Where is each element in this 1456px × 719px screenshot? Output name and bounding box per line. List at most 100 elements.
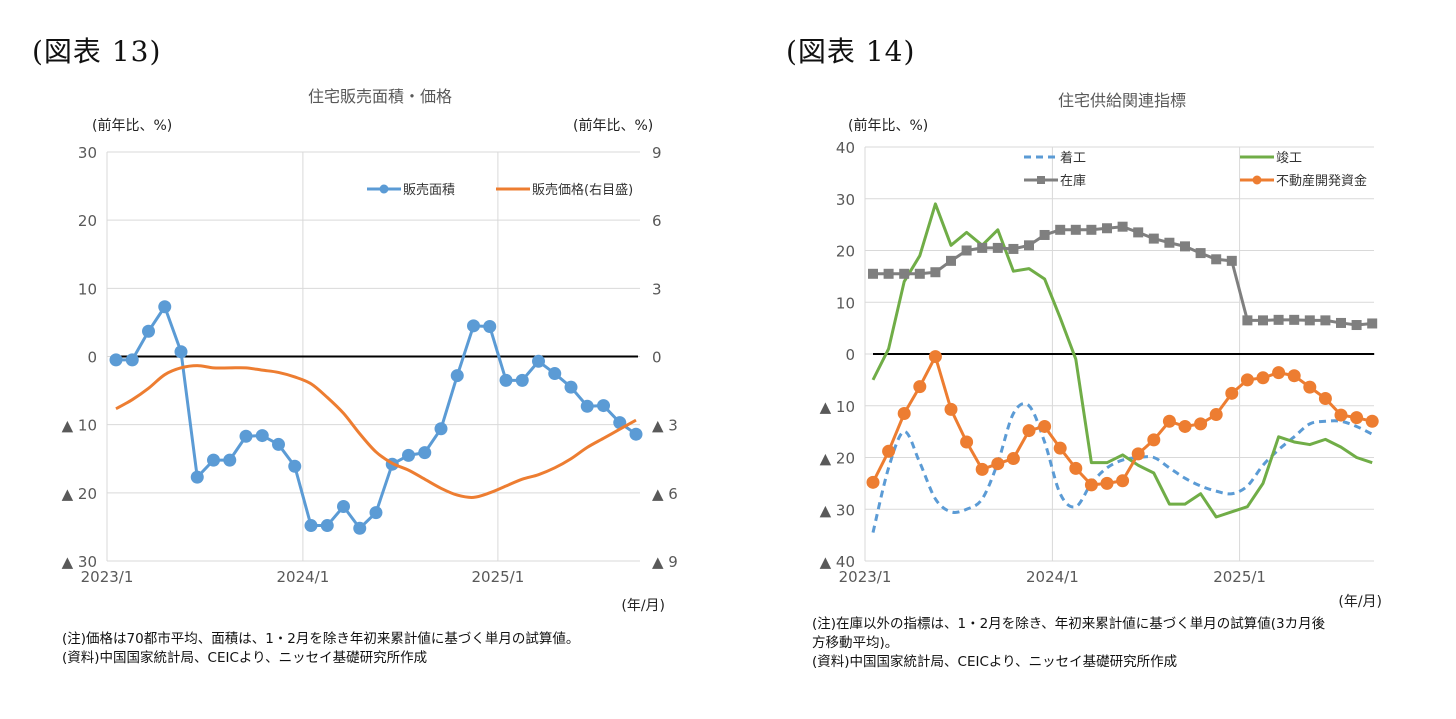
note-line: 方移動平均)。: [812, 635, 899, 651]
y-tick-label-right: 0: [652, 349, 662, 367]
y-tick-label-right: 9: [652, 144, 662, 162]
data-point: [1102, 223, 1112, 234]
data-point: [1367, 318, 1378, 329]
x-tick-label: 2024/1: [1026, 568, 1079, 586]
data-point: [1180, 241, 1190, 252]
data-point: [304, 519, 318, 533]
data-point: [1024, 240, 1034, 251]
y-tick-label: 20: [836, 243, 855, 261]
y-tick-label: ▲ 40: [820, 553, 855, 571]
data-point: [1086, 224, 1097, 235]
y-tick-label-right: 3: [652, 280, 662, 298]
y-tick-label-right: ▲ 6: [652, 485, 678, 503]
data-point: [223, 453, 237, 467]
data-point: [1287, 369, 1301, 383]
data-point: [960, 435, 974, 449]
data-point: [402, 448, 415, 462]
y-tick-label: ▲ 30: [820, 501, 855, 519]
data-point: [190, 470, 204, 484]
y-tick-label: ▲ 10: [820, 398, 855, 416]
data-point: [499, 373, 513, 387]
data-point: [1365, 414, 1379, 428]
x-axis-unit-label: (年/月): [1338, 594, 1382, 610]
data-point: [597, 399, 610, 413]
data-point: [239, 429, 253, 443]
figure-14-label: (図表 14): [786, 35, 916, 68]
data-point: [1273, 314, 1284, 325]
data-point: [1055, 224, 1066, 235]
data-point: [883, 268, 894, 279]
data-point: [1006, 452, 1020, 466]
data-point: [1022, 424, 1036, 438]
data-point: [928, 350, 942, 364]
data-point: [1194, 417, 1208, 431]
data-point: [564, 380, 578, 394]
series-line-1: [871, 402, 1373, 533]
data-point: [580, 399, 594, 413]
y-tick-label-right: 6: [652, 212, 662, 230]
x-tick-label: 2025/1: [471, 568, 524, 586]
data-point: [1240, 373, 1254, 387]
data-point: [1350, 411, 1364, 425]
data-point: [1147, 433, 1161, 447]
data-point: [1256, 371, 1270, 385]
data-point: [1334, 408, 1348, 422]
data-point: [1209, 408, 1223, 422]
x-tick-label: 2023/1: [839, 568, 892, 586]
data-point: [946, 255, 956, 266]
data-point: [1272, 366, 1286, 380]
data-point: [255, 429, 269, 443]
data-point: [125, 353, 139, 367]
data-point: [1069, 461, 1083, 475]
note-line: (注)在庫以外の指標は、1・2月を除き、年初来累計値に基づく単月の試算値(3カ月…: [812, 616, 1326, 632]
data-point: [977, 242, 988, 253]
y-axis-unit-label: (前年比、%): [92, 117, 172, 134]
data-point: [174, 345, 188, 359]
data-point: [548, 367, 562, 381]
data-point: [467, 319, 480, 333]
data-point: [1320, 315, 1331, 326]
data-point: [975, 462, 989, 476]
y-tick-label: 20: [78, 212, 97, 230]
x-tick-label: 2025/1: [1213, 568, 1266, 586]
y-tick-label: ▲ 10: [62, 417, 97, 435]
legend-label: 在庫: [1060, 174, 1086, 189]
data-point: [532, 354, 545, 368]
data-point: [1100, 476, 1114, 490]
y-tick-label: 40: [836, 139, 855, 157]
y-tick-label: ▲ 20: [62, 485, 97, 503]
x-tick-label: 2024/1: [276, 568, 329, 586]
legend-label: 竣工: [1276, 151, 1302, 166]
data-point: [944, 402, 958, 416]
data-point: [913, 380, 927, 394]
y-tick-label-right: ▲ 9: [652, 553, 678, 571]
data-point: [1116, 474, 1130, 488]
x-tick-label: 2023/1: [81, 568, 134, 586]
data-point: [899, 268, 910, 279]
legend-label: 販売面積: [403, 182, 455, 198]
data-point: [1304, 315, 1315, 326]
y-tick-label: 10: [78, 280, 97, 298]
data-point: [369, 506, 383, 520]
y-tick-label-right: ▲ 3: [652, 417, 678, 435]
legend-marker: [1252, 175, 1262, 185]
chart2-notes: (注)在庫以外の指標は、1・2月を除き、年初来累計値に基づく単月の試算値(3カ月…: [812, 615, 1325, 672]
data-point: [434, 422, 448, 436]
data-point: [1039, 229, 1050, 240]
data-point: [1053, 441, 1067, 455]
legend-marker: [379, 184, 389, 194]
note-line: (資料)中国国家統計局、CEICより、ニッセイ基礎研究所作成: [62, 650, 428, 666]
series-line-2: [871, 202, 1373, 519]
note-line: (注)価格は70都市平均、面積は、1・2月を除き年初来累計値に基づく単月の試算値…: [62, 631, 580, 647]
data-point: [483, 320, 497, 334]
data-point: [288, 459, 302, 473]
series-line-3: [873, 225, 1373, 327]
data-point: [1351, 320, 1362, 331]
data-point: [1084, 478, 1098, 492]
y-axis-unit-label: (前年比、%): [848, 117, 928, 134]
data-point: [142, 324, 155, 338]
data-point: [991, 457, 1005, 471]
data-point: [1289, 314, 1300, 325]
legend-label: 着工: [1060, 150, 1086, 166]
